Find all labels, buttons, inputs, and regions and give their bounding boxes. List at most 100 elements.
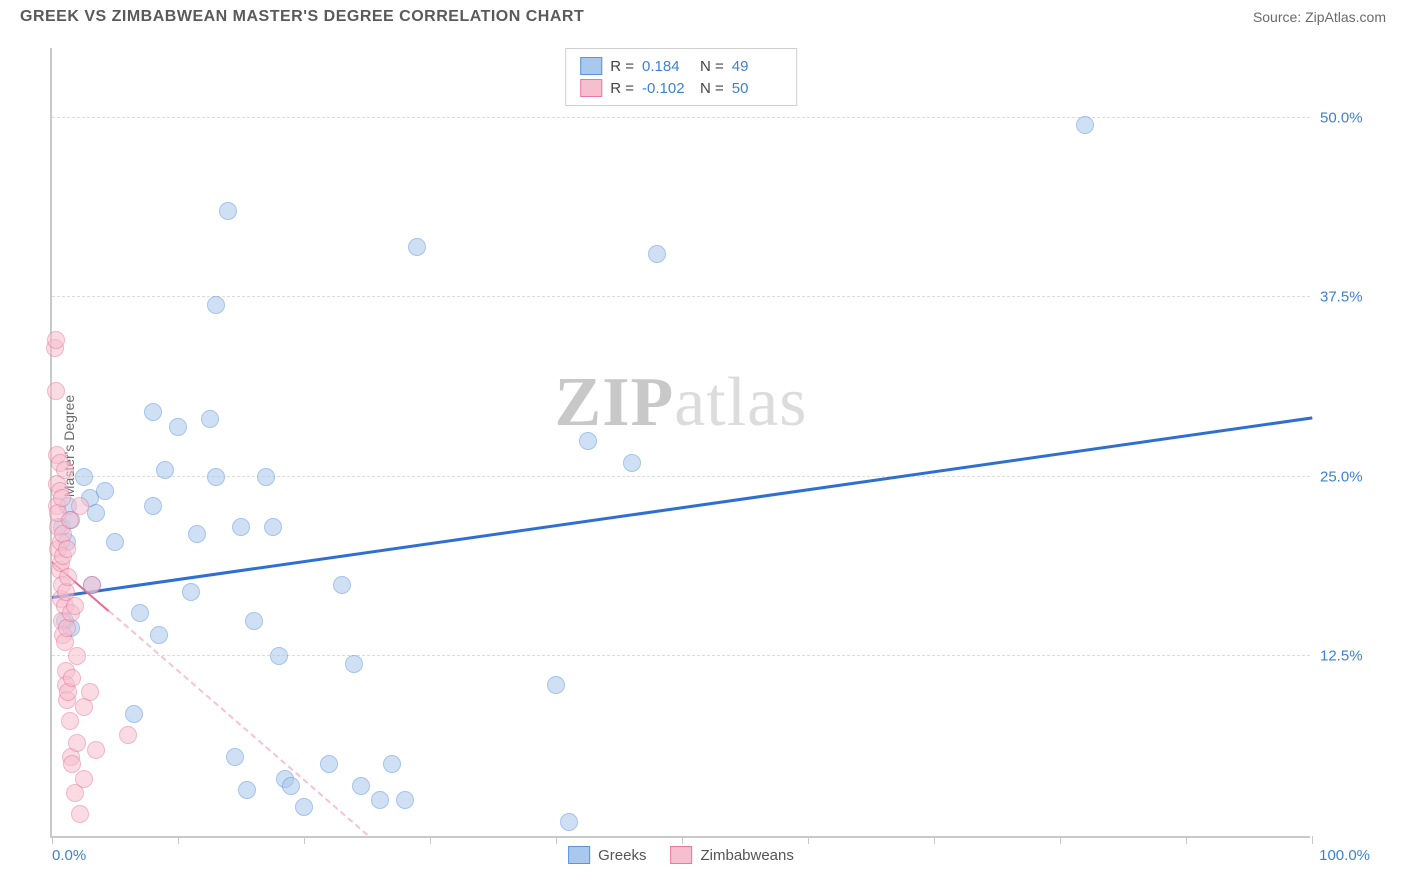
data-point	[96, 482, 114, 500]
gridline	[52, 117, 1310, 118]
y-tick-label: 37.5%	[1320, 289, 1380, 306]
data-point	[75, 770, 93, 788]
data-point	[270, 647, 288, 665]
data-point	[81, 683, 99, 701]
data-point	[71, 497, 89, 515]
data-point	[238, 781, 256, 799]
stat-n-label: N =	[700, 80, 724, 97]
legend-item: Greeks	[568, 846, 646, 864]
data-point	[53, 489, 71, 507]
data-point	[169, 418, 187, 436]
x-tick	[1186, 836, 1187, 844]
data-point	[201, 410, 219, 428]
legend-label: Zimbabweans	[700, 847, 793, 864]
data-point	[282, 777, 300, 795]
data-point	[188, 525, 206, 543]
data-point	[333, 576, 351, 594]
x-tick	[808, 836, 809, 844]
data-point	[56, 461, 74, 479]
watermark: ZIPatlas	[555, 363, 808, 443]
source-label: Source: ZipAtlas.com	[1253, 9, 1386, 25]
x-tick	[304, 836, 305, 844]
data-point	[144, 403, 162, 421]
data-point	[61, 712, 79, 730]
data-point	[131, 604, 149, 622]
data-point	[371, 791, 389, 809]
legend-swatch	[580, 57, 602, 75]
trend-line	[52, 416, 1312, 599]
y-tick-label: 12.5%	[1320, 648, 1380, 665]
data-point	[320, 755, 338, 773]
data-point	[68, 647, 86, 665]
stat-r-label: R =	[610, 58, 634, 75]
stat-r-value: 0.184	[642, 58, 692, 75]
data-point	[207, 468, 225, 486]
data-point	[47, 382, 65, 400]
x-tick	[556, 836, 557, 844]
data-point	[47, 331, 65, 349]
x-tick	[52, 836, 53, 844]
data-point	[156, 461, 174, 479]
legend-item: Zimbabweans	[670, 846, 793, 864]
gridline	[52, 476, 1310, 477]
x-tick	[1312, 836, 1313, 844]
legend-swatch	[568, 846, 590, 864]
x-tick	[178, 836, 179, 844]
watermark-light: atlas	[674, 364, 807, 441]
data-point	[68, 734, 86, 752]
data-point	[83, 576, 101, 594]
data-point	[383, 755, 401, 773]
data-point	[150, 626, 168, 644]
stat-n-label: N =	[700, 58, 724, 75]
gridline	[52, 655, 1310, 656]
data-point	[58, 540, 76, 558]
data-point	[106, 533, 124, 551]
stat-r-label: R =	[610, 80, 634, 97]
stat-n-value: 49	[732, 58, 782, 75]
data-point	[59, 568, 77, 586]
stats-legend-row: R = -0.102 N = 50	[580, 77, 782, 99]
x-tick	[682, 836, 683, 844]
data-point	[66, 597, 84, 615]
data-point	[352, 777, 370, 795]
chart-header: GREEK VS ZIMBABWEAN MASTER'S DEGREE CORR…	[0, 0, 1406, 30]
data-point	[232, 518, 250, 536]
data-point	[144, 497, 162, 515]
x-axis-min-label: 0.0%	[52, 847, 86, 864]
y-tick-label: 50.0%	[1320, 109, 1380, 126]
trend-line	[108, 610, 368, 835]
legend-swatch	[670, 846, 692, 864]
data-point	[648, 245, 666, 263]
series-legend: Greeks Zimbabweans	[568, 846, 794, 864]
data-point	[345, 655, 363, 673]
legend-swatch	[580, 79, 602, 97]
data-point	[87, 504, 105, 522]
data-point	[226, 748, 244, 766]
data-point	[560, 813, 578, 831]
legend-label: Greeks	[598, 847, 646, 864]
data-point	[63, 669, 81, 687]
x-tick	[1060, 836, 1061, 844]
stats-legend-row: R = 0.184 N = 49	[580, 55, 782, 77]
data-point	[182, 583, 200, 601]
data-point	[125, 705, 143, 723]
stats-legend: R = 0.184 N = 49 R = -0.102 N = 50	[565, 48, 797, 106]
data-point	[396, 791, 414, 809]
x-tick	[430, 836, 431, 844]
data-point	[579, 432, 597, 450]
data-point	[207, 296, 225, 314]
stat-r-value: -0.102	[642, 80, 692, 97]
data-point	[219, 202, 237, 220]
data-point	[264, 518, 282, 536]
y-tick-label: 25.0%	[1320, 468, 1380, 485]
x-axis-max-label: 100.0%	[1319, 847, 1370, 864]
chart-title: GREEK VS ZIMBABWEAN MASTER'S DEGREE CORR…	[20, 8, 584, 26]
data-point	[623, 454, 641, 472]
stat-n-value: 50	[732, 80, 782, 97]
chart-plot-area: ZIPatlas R =0.184N =49R =-0.102N =50 Gre…	[50, 48, 1310, 838]
data-point	[295, 798, 313, 816]
data-point	[1076, 116, 1094, 134]
data-point	[75, 468, 93, 486]
gridline	[52, 296, 1310, 297]
data-point	[119, 726, 137, 744]
